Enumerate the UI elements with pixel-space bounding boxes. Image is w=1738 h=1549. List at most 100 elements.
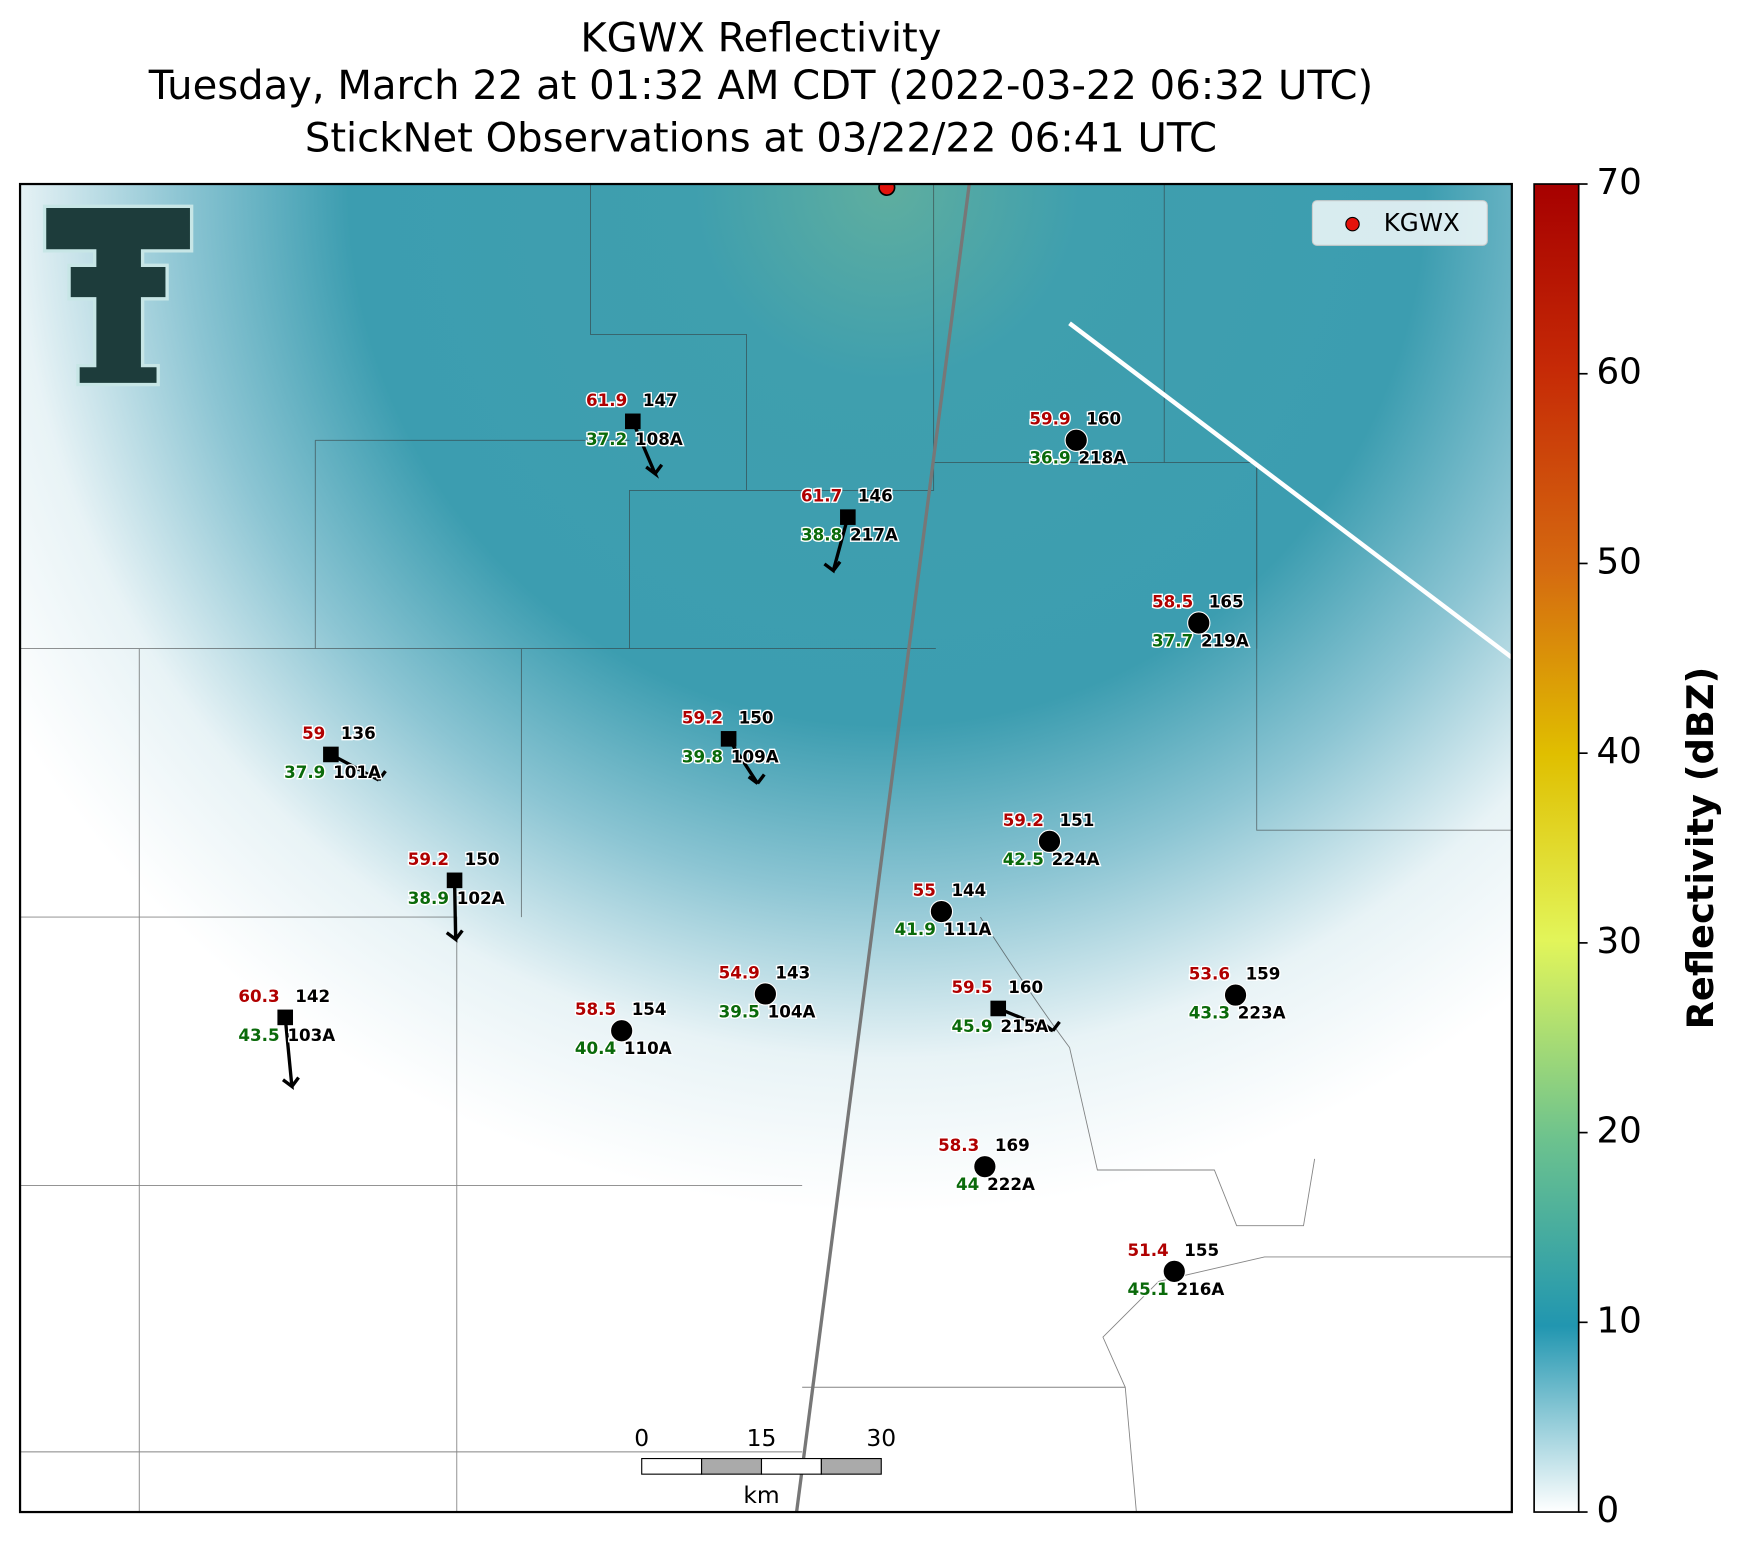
colorbar-tick-label: 50 — [1597, 541, 1642, 582]
station-id: 217A — [850, 525, 898, 545]
station-marker — [625, 413, 641, 430]
station-marker — [609, 1019, 634, 1043]
station-id: 219A — [1201, 630, 1249, 650]
colorbar-label: Reflectivity (dBZ) — [1679, 667, 1722, 1030]
station-id: 110A — [624, 1038, 672, 1058]
dewpoint-label: 43.5 — [238, 1025, 279, 1045]
colorbar-tick-label: 0 — [1597, 1490, 1620, 1531]
dewpoint-label: 40.4 — [575, 1038, 616, 1058]
colorbar-tick-label: 10 — [1597, 1300, 1642, 1341]
title: Tuesday, March 22 at 01:32 AM CDT (2022-… — [148, 63, 1373, 109]
dewpoint-label: 42.5 — [1003, 849, 1044, 869]
dewpoint-label: 37.9 — [284, 762, 325, 782]
temperature-label: 55 — [913, 880, 936, 900]
station-id: 104A — [768, 1001, 816, 1021]
temperature-label: 58.3 — [938, 1135, 979, 1155]
colorbar-tick-label: 20 — [1597, 1111, 1642, 1152]
pressure-label: 142 — [295, 986, 330, 1006]
pressure-label: 150 — [739, 707, 774, 727]
pressure-label: 159 — [1246, 964, 1281, 984]
station-marker — [720, 731, 737, 747]
county-lines — [20, 184, 1512, 1513]
colorbar-tick-label: 30 — [1597, 921, 1642, 962]
legend-label: KGWX — [1384, 208, 1460, 237]
wind-barb — [445, 880, 464, 943]
pressure-label: 151 — [1060, 810, 1095, 830]
dewpoint-label: 41.9 — [895, 919, 936, 939]
station-marker — [323, 746, 339, 763]
station-id: 109A — [731, 746, 779, 766]
scale-bar-segment — [820, 1458, 882, 1475]
colorbar — [1533, 183, 1580, 1513]
station-marker — [753, 982, 778, 1006]
dewpoint-label: 36.9 — [1029, 448, 1070, 468]
station-marker — [1162, 1259, 1186, 1284]
station-id: 102A — [457, 888, 505, 908]
station-id: 224A — [1052, 849, 1100, 869]
pressure-label: 136 — [341, 723, 376, 743]
ttu-logo — [42, 204, 194, 387]
radar-site — [878, 184, 896, 196]
scale-bar-label: 30 — [866, 1424, 896, 1452]
wind-barb — [281, 1017, 300, 1091]
dewpoint-label: 45.1 — [1127, 1279, 1168, 1299]
station-id: 222A — [987, 1174, 1035, 1194]
temperature-label: 60.3 — [238, 986, 279, 1006]
colorbar-tick-label: 40 — [1597, 731, 1642, 772]
scale-bar-unit: km — [743, 1481, 779, 1509]
temperature-label: 54.9 — [719, 962, 760, 982]
dewpoint-label: 44 — [956, 1174, 979, 1194]
dewpoint-label: 45.9 — [951, 1016, 992, 1036]
temperature-label: 58.5 — [575, 999, 616, 1019]
pressure-label: 165 — [1209, 591, 1244, 611]
pressure-label: 160 — [1008, 977, 1043, 997]
colorbar-tick-label: 70 — [1597, 162, 1642, 203]
beam-blockage — [1068, 321, 1512, 660]
dewpoint-label: 39.5 — [719, 1001, 760, 1021]
legend-box — [1311, 200, 1488, 246]
stations: 61.9 147 37.2 108A 61.7 146 38.8 217A 59.9 160 36.… — [237, 388, 1287, 1300]
temperature-label: 59.5 — [951, 977, 992, 997]
pressure-label: 146 — [858, 486, 893, 506]
station-marker — [1223, 983, 1248, 1007]
wind-barb — [727, 737, 766, 785]
temperature-label: 59.2 — [1003, 810, 1044, 830]
highway — [794, 184, 971, 1513]
wind-barb — [631, 420, 664, 479]
colorbar-tick-label: 60 — [1597, 352, 1642, 393]
station-marker — [277, 1009, 294, 1026]
station-id: 215A — [1000, 1016, 1048, 1036]
station-id: 218A — [1078, 448, 1126, 468]
dewpoint-label: 37.7 — [1152, 630, 1193, 650]
title: KGWX Reflectivity — [580, 15, 941, 61]
scale-bar-label: 15 — [747, 1424, 777, 1452]
map-frame — [18, 182, 1513, 1514]
temperature-label: 59 — [302, 723, 325, 743]
station-marker — [1037, 829, 1062, 854]
station-marker — [973, 1154, 997, 1179]
pressure-label: 143 — [775, 962, 810, 982]
station-marker — [929, 899, 954, 924]
overlay: 0 10 20 30 40 50 60 70 0 15 30 km — [634, 162, 1642, 1531]
temperature-label: 59.2 — [682, 707, 723, 727]
station-marker — [990, 1000, 1007, 1017]
scale-bar-label: 0 — [634, 1424, 649, 1452]
station-id: 101A — [333, 762, 381, 782]
station-id: 223A — [1238, 1003, 1286, 1023]
station-marker — [840, 509, 856, 525]
temperature-label: 51.4 — [1127, 1240, 1168, 1260]
temperature-label: 61.7 — [801, 486, 842, 506]
dewpoint-label: 38.9 — [408, 888, 449, 908]
temperature-label: 59.9 — [1029, 409, 1070, 429]
scale-bar-segment — [760, 1458, 822, 1475]
pressure-label: 169 — [995, 1135, 1030, 1155]
wind-barb — [997, 1006, 1061, 1033]
pressure-label: 154 — [632, 999, 667, 1019]
pressure-label: 150 — [465, 849, 500, 869]
station-marker — [1064, 428, 1088, 452]
station-marker — [1187, 611, 1211, 635]
temperature-label: 53.6 — [1189, 964, 1230, 984]
dewpoint-label: 43.3 — [1189, 1003, 1230, 1023]
scale-bar-segment — [701, 1458, 763, 1475]
